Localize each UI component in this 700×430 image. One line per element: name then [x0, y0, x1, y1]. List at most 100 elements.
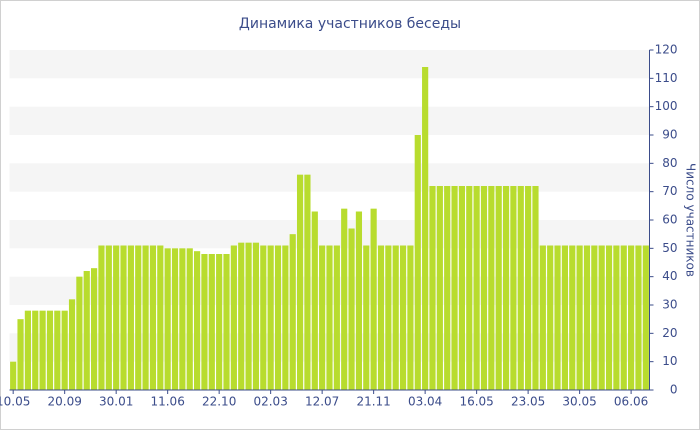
bar: [193, 251, 201, 390]
x-tick-label: 06.06: [614, 395, 648, 409]
bar: [10, 361, 17, 390]
bar: [569, 245, 576, 390]
bar: [319, 245, 326, 390]
bar: [296, 174, 304, 390]
bar: [407, 245, 414, 390]
bar: [39, 310, 46, 390]
bar: [164, 248, 171, 390]
bar: [142, 245, 149, 390]
bar: [24, 310, 31, 390]
bar: [238, 242, 245, 390]
bar: [289, 234, 296, 390]
x-tick-label: 21.11: [356, 395, 390, 409]
y-tick-label: 120: [655, 43, 678, 57]
grid-band: [9, 50, 650, 79]
bar: [260, 245, 267, 390]
bar: [458, 186, 466, 390]
bar: [429, 186, 436, 390]
bar: [642, 245, 649, 390]
bar: [414, 135, 421, 390]
x-tick-label: 02.03: [253, 395, 287, 409]
bar: [620, 245, 627, 390]
bar: [554, 245, 561, 390]
bar: [635, 245, 642, 390]
x-tick-label: 30.01: [99, 395, 133, 409]
grid-band: [9, 163, 650, 192]
y-tick-label: 50: [662, 241, 677, 255]
bar: [208, 254, 215, 390]
bar: [61, 310, 68, 390]
bar: [355, 211, 363, 390]
y-tick-label: 100: [655, 99, 678, 113]
bar: [370, 208, 377, 390]
bar: [149, 245, 157, 390]
bar: [32, 310, 39, 390]
y-axis-label: Число участников: [684, 163, 698, 277]
bar: [91, 268, 98, 390]
bar: [113, 245, 120, 390]
bar: [230, 245, 237, 390]
y-tick-label: 40: [662, 269, 677, 283]
bar: [333, 245, 340, 390]
x-tick-label: 10.05: [0, 395, 30, 409]
y-tick-label: 60: [662, 213, 677, 227]
bar: [422, 67, 429, 390]
bar: [127, 245, 134, 390]
bar: [444, 186, 451, 390]
bar: [561, 245, 568, 390]
bar: [252, 242, 260, 390]
bar: [54, 310, 61, 390]
y-tick-label: 90: [662, 128, 677, 142]
bar: [223, 254, 230, 390]
bar: [341, 208, 348, 390]
bar: [326, 245, 333, 390]
bar: [517, 186, 524, 390]
bar: [120, 245, 127, 390]
bar: [201, 254, 208, 390]
y-tick-label: 80: [662, 156, 677, 170]
bar: [267, 245, 274, 390]
bar: [591, 245, 598, 390]
bar: [245, 242, 252, 390]
bar: [179, 248, 186, 390]
x-tick-label: 22.10: [202, 395, 236, 409]
bar: [105, 245, 112, 390]
bar: [17, 319, 24, 390]
y-tick-label: 10: [662, 354, 677, 368]
bar: [157, 245, 164, 390]
x-tick-label: 23.05: [511, 395, 545, 409]
bar: [480, 186, 488, 390]
grid-band: [9, 106, 650, 135]
bar: [385, 245, 392, 390]
bar: [532, 186, 539, 390]
grid-band: [9, 220, 650, 249]
x-tick-label: 20.09: [47, 395, 81, 409]
x-tick-label: 30.05: [562, 395, 596, 409]
chart-title: Динамика участников беседы: [239, 16, 461, 32]
bar: [348, 228, 355, 390]
y-tick-label: 70: [662, 184, 677, 198]
bar: [98, 245, 105, 390]
bar: [502, 186, 510, 390]
bar: [525, 186, 532, 390]
bar: [436, 186, 443, 390]
bar: [473, 186, 480, 390]
bar: [605, 245, 613, 390]
bar: [628, 245, 635, 390]
bar: [135, 245, 142, 390]
bar: [613, 245, 620, 390]
bar: [576, 245, 583, 390]
bar: [495, 186, 502, 390]
bar: [466, 186, 473, 390]
bar: [304, 174, 311, 390]
bar: [46, 310, 54, 390]
bar: [68, 299, 76, 390]
bar: [171, 248, 179, 390]
bar: [83, 271, 90, 390]
bar: [186, 248, 193, 390]
bar: [547, 245, 554, 390]
bar: [311, 211, 318, 390]
bar: [451, 186, 458, 390]
x-tick-label: 16.05: [459, 395, 493, 409]
bar: [399, 245, 407, 390]
